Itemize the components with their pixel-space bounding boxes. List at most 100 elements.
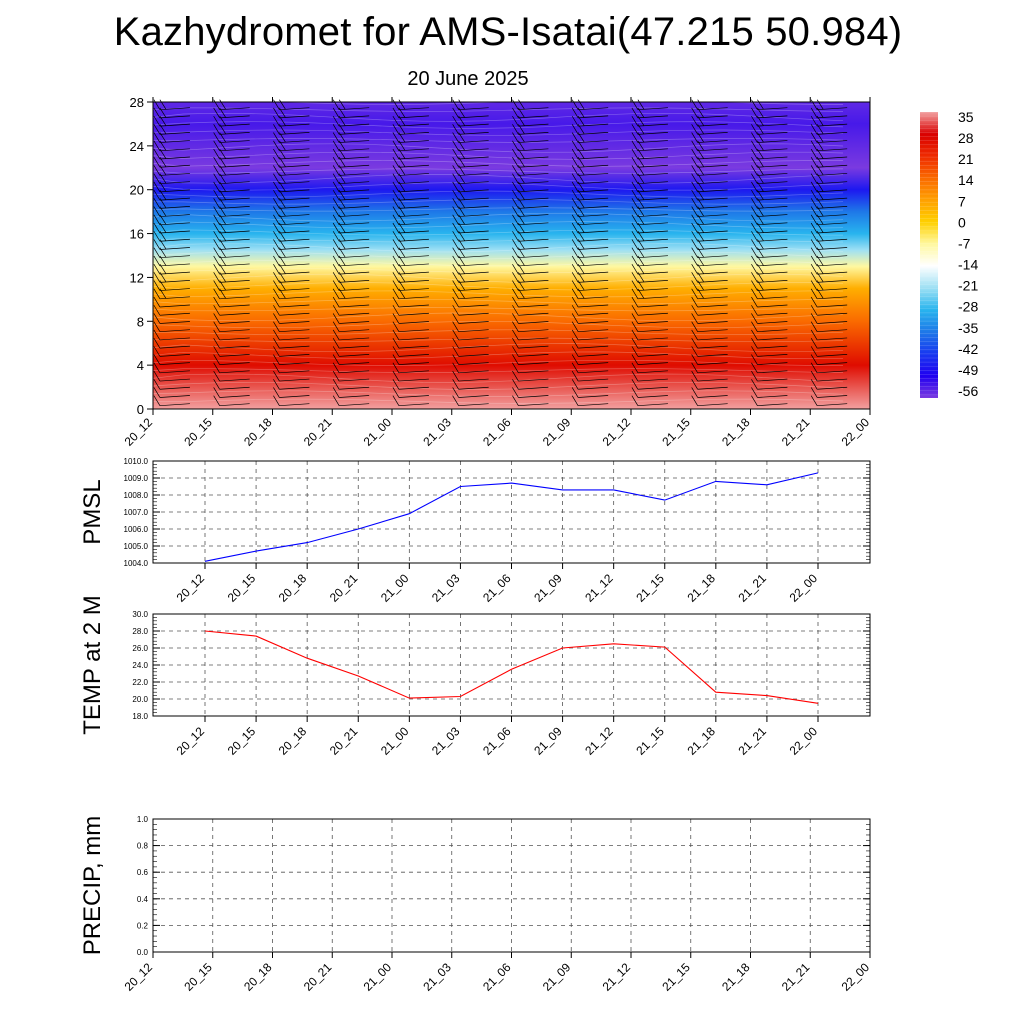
wind-barb-shaft: [279, 395, 310, 398]
wind-barb: [571, 329, 609, 341]
wind-barb-flag: [691, 173, 698, 184]
wind-barb-shaft: [458, 230, 489, 234]
wind-barb-shaft: [458, 395, 489, 398]
x-tick-label: 21_18: [719, 415, 753, 449]
wind-barb-flag: [153, 362, 161, 373]
wind-barb-shaft: [339, 189, 370, 193]
wind-barb-flag: [332, 99, 340, 110]
wind-barb-shaft: [219, 197, 250, 201]
wind-barb-flag: [452, 206, 459, 217]
wind-barb-shaft: [757, 115, 788, 119]
y-tick-label: 1007.0: [124, 508, 149, 517]
isotherm-contour: [152, 359, 844, 366]
wind-barb-shaft: [817, 238, 848, 242]
wind-barb-shaft: [757, 214, 788, 217]
wind-barb-flag: [512, 329, 519, 341]
wind-barb: [571, 313, 609, 324]
isotherm-contour: [152, 190, 844, 198]
wind-barb-shaft: [398, 164, 429, 168]
wind-barb-flag: [392, 132, 400, 143]
wind-barb-shaft: [817, 263, 848, 267]
wind-barb-shaft: [339, 197, 370, 201]
wind-barb-shaft: [458, 288, 489, 291]
isotherm-contour: [152, 260, 844, 267]
wind-barb: [691, 313, 728, 324]
x-tick-label: 20_12: [174, 571, 208, 605]
wind-barb-shaft: [817, 140, 848, 143]
x-tick-label: 21_21: [779, 960, 813, 994]
wind-barb-shaft: [697, 230, 728, 234]
wind-barb: [273, 337, 310, 349]
wind-barb-flag: [751, 132, 758, 143]
wind-barb-shaft: [578, 123, 609, 127]
wind-barb-shaft: [518, 206, 549, 209]
x-tick-label: 20_15: [225, 724, 259, 758]
x-tick-label: 21_09: [540, 415, 574, 449]
wind-barb: [213, 346, 250, 357]
wind-barb-flag: [631, 124, 639, 135]
wind-barb-flag: [751, 354, 758, 365]
wind-barb: [571, 379, 609, 390]
wind-barb-shaft: [159, 362, 190, 365]
wind-barb-shaft: [398, 206, 429, 209]
wind-barb-shaft: [757, 304, 788, 308]
wind-barb: [273, 329, 310, 341]
wind-barb-flag: [751, 313, 758, 324]
wind-barb-flag: [577, 99, 585, 110]
wind-barb-shaft: [518, 263, 549, 267]
wind-barb-shaft: [518, 312, 549, 316]
wind-barb-shaft: [279, 296, 310, 300]
wind-barb-flag: [332, 263, 340, 275]
wind-barb-shaft: [697, 354, 728, 357]
wind-barb-flag: [691, 370, 698, 382]
wind-barb: [153, 362, 190, 374]
isotherm-contour: [152, 273, 844, 284]
y-tick-label: 22.0: [132, 678, 148, 687]
wind-barb-shaft: [458, 263, 489, 267]
wind-barb-shaft: [518, 280, 549, 283]
wind-barb-flag: [392, 189, 400, 201]
wind-barb: [332, 370, 370, 382]
wind-barb-shaft: [279, 403, 310, 407]
x-tick-label: 20_21: [327, 571, 361, 605]
wind-barb-flag: [571, 115, 579, 127]
wind-barb: [810, 346, 848, 357]
wind-barb-flag: [452, 148, 459, 160]
wind-barb-shaft: [339, 263, 370, 267]
wind-barb-shaft: [458, 304, 489, 308]
wind-barb-flag: [571, 198, 579, 209]
wind-barb-flag: [153, 379, 161, 390]
y-axis-title: PRECIP, mm: [79, 816, 106, 956]
wind-barb-shaft: [458, 271, 489, 275]
wind-barb-flag: [332, 305, 340, 316]
wind-barb-flag: [153, 255, 161, 267]
wind-barb-flag: [452, 329, 459, 341]
wind-barb-flag: [816, 99, 824, 110]
wind-barb-shaft: [697, 337, 728, 341]
wind-barb-flag: [213, 157, 220, 168]
wind-barb: [392, 296, 429, 308]
wind-barb-shaft: [637, 321, 668, 324]
wind-barb-flag: [273, 231, 280, 242]
wind-barb-flag: [512, 173, 519, 184]
wind-barb-flag: [213, 198, 220, 209]
wind-barb-flag: [571, 255, 579, 267]
wind-barb-flag: [571, 313, 579, 324]
wind-barb-shaft: [279, 271, 310, 275]
wind-barb-shaft: [279, 156, 310, 160]
wind-barb-shaft: [697, 370, 728, 374]
wind-barb-shaft: [757, 271, 788, 275]
wind-barb-flag: [691, 247, 698, 258]
chart-title: Kazhydromet for AMS-Isatai(47.215 50.984…: [113, 10, 903, 54]
wind-barb-flag: [153, 263, 161, 275]
y-tick-label: 28: [130, 95, 144, 110]
temperature-field: [153, 102, 870, 409]
wind-barb-shaft: [339, 329, 370, 333]
wind-barb: [691, 370, 728, 382]
wind-barb-flag: [273, 165, 280, 176]
isotherm-contour: [152, 143, 844, 153]
wind-barb-flag: [631, 272, 639, 283]
wind-barb-shaft: [398, 337, 429, 341]
wind-barb-shaft: [637, 370, 668, 374]
wind-barb-flag: [273, 379, 280, 390]
